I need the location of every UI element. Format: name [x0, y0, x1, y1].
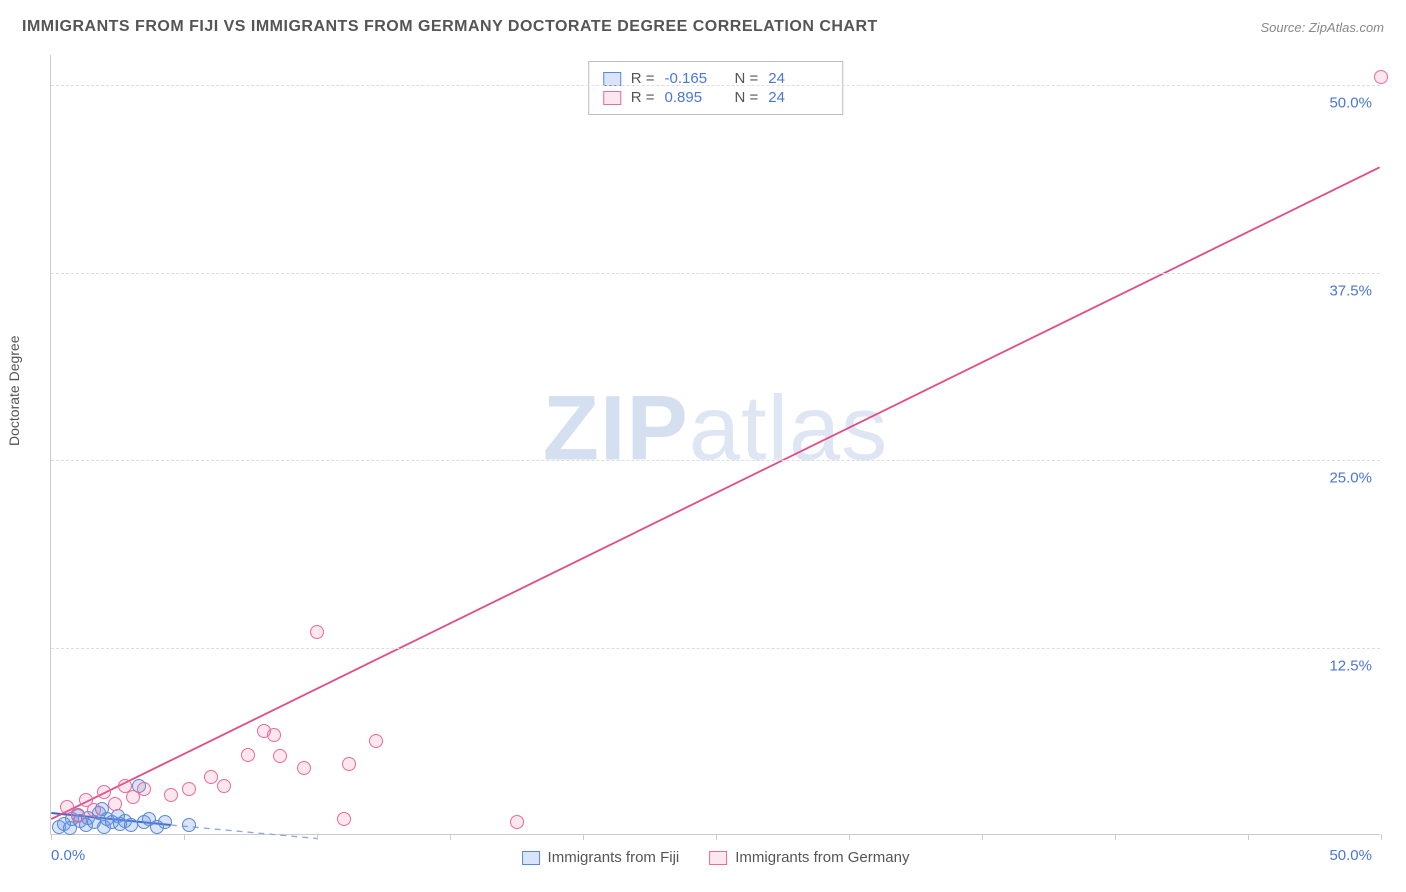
x-tick	[184, 834, 185, 840]
y-tick-label: 25.0%	[1329, 470, 1372, 487]
x-axis-max-label: 50.0%	[1329, 847, 1372, 864]
data-point-germany	[1374, 70, 1388, 84]
data-point-germany	[297, 761, 311, 775]
x-tick	[716, 834, 717, 840]
gridline-h	[51, 460, 1380, 461]
data-point-germany	[97, 785, 111, 799]
y-tick-label: 37.5%	[1329, 282, 1372, 299]
legend-germany-label: Immigrants from Germany	[735, 849, 909, 866]
x-tick	[982, 834, 983, 840]
data-point-germany	[267, 728, 281, 742]
source-label: Source: ZipAtlas.com	[1260, 20, 1384, 35]
x-axis-min-label: 0.0%	[51, 847, 85, 864]
data-point-fiji	[124, 818, 138, 832]
data-point-germany	[87, 803, 101, 817]
x-tick	[1248, 834, 1249, 840]
data-point-germany	[108, 797, 122, 811]
legend-series: Immigrants from Fiji Immigrants from Ger…	[522, 849, 910, 866]
data-point-germany	[337, 812, 351, 826]
chart-title: IMMIGRANTS FROM FIJI VS IMMIGRANTS FROM …	[22, 18, 878, 36]
swatch-blue	[522, 851, 540, 865]
legend-item-fiji: Immigrants from Fiji	[522, 849, 680, 866]
data-point-germany	[342, 757, 356, 771]
legend-fiji-label: Immigrants from Fiji	[548, 849, 680, 866]
data-point-germany	[164, 788, 178, 802]
data-point-germany	[182, 782, 196, 796]
trend-line-germany	[51, 167, 1379, 819]
x-tick	[317, 834, 318, 840]
gridline-h	[51, 273, 1380, 274]
y-axis-title: Doctorate Degree	[6, 335, 22, 446]
trend-lines-svg	[51, 55, 1380, 834]
legend-item-germany: Immigrants from Germany	[709, 849, 909, 866]
data-point-germany	[310, 625, 324, 639]
x-tick	[1381, 834, 1382, 840]
data-point-fiji	[158, 815, 172, 829]
data-point-germany	[241, 748, 255, 762]
x-tick	[583, 834, 584, 840]
plot-area: ZIPatlas R = -0.165 N = 24 R = 0.895 N =…	[50, 55, 1380, 835]
y-tick-label: 50.0%	[1329, 95, 1372, 112]
gridline-h	[51, 648, 1380, 649]
data-point-germany	[137, 782, 151, 796]
gridline-h	[51, 85, 1380, 86]
data-point-germany	[510, 815, 524, 829]
y-tick-label: 12.5%	[1329, 657, 1372, 674]
data-point-germany	[217, 779, 231, 793]
data-point-germany	[204, 770, 218, 784]
x-tick	[51, 834, 52, 840]
data-point-fiji	[182, 818, 196, 832]
data-point-germany	[71, 809, 85, 823]
x-tick	[450, 834, 451, 840]
x-tick	[849, 834, 850, 840]
data-point-germany	[273, 749, 287, 763]
swatch-pink	[709, 851, 727, 865]
x-tick	[1115, 834, 1116, 840]
data-point-germany	[369, 734, 383, 748]
